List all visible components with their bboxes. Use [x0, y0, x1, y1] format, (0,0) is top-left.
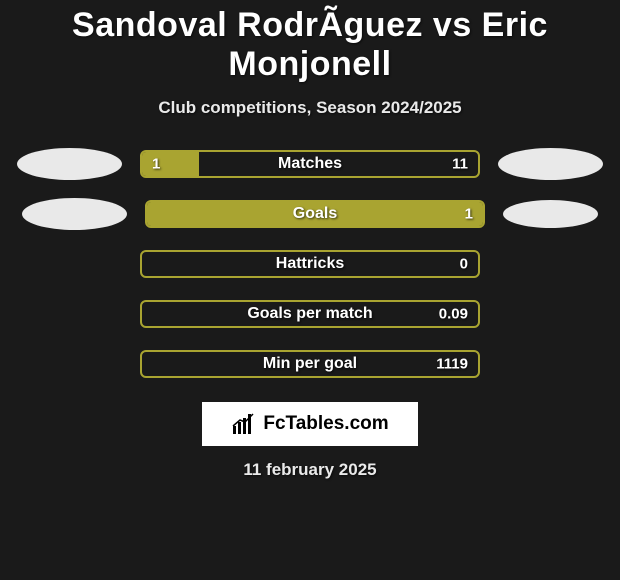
blob-spacer — [17, 298, 122, 330]
stat-bar-label: Hattricks — [276, 255, 344, 273]
player-right-blob — [503, 200, 598, 228]
page-subtitle: Club competitions, Season 2024/2025 — [0, 98, 620, 118]
stat-bar-label: Goals per match — [247, 305, 372, 323]
stat-bar-label: Goals — [293, 205, 337, 223]
stat-bar: Hattricks 0 — [140, 250, 480, 278]
page-title: Sandoval RodrÃ­guez vs Eric Monjonell — [0, 6, 620, 84]
stat-row: Matches111 — [0, 148, 620, 180]
stat-bar-fill — [142, 152, 199, 176]
stat-bar: Goals 1 — [145, 200, 485, 228]
stat-row: Hattricks 0 — [0, 248, 620, 280]
footer-date: 11 february 2025 — [0, 460, 620, 480]
stat-row: Goals per match 0.09 — [0, 298, 620, 330]
stats-list: Matches111Goals1Hattricks0Goals per matc… — [0, 148, 620, 380]
player-left-blob — [22, 198, 127, 230]
stat-right-value: 1 — [465, 206, 473, 223]
blob-spacer — [498, 248, 603, 280]
stat-bar-label: Min per goal — [263, 355, 357, 373]
blob-spacer — [498, 298, 603, 330]
player-left-blob — [17, 148, 122, 180]
blob-spacer — [17, 348, 122, 380]
branding-badge: FcTables.com — [202, 402, 418, 446]
branding-text: FcTables.com — [263, 413, 388, 435]
stat-bar: Min per goal 1119 — [140, 350, 480, 378]
bar-chart-icon — [231, 412, 257, 436]
stat-right-value: 11 — [452, 156, 468, 173]
stat-bar: Goals per match 0.09 — [140, 300, 480, 328]
stat-right-value: 1119 — [436, 356, 468, 373]
stat-bar: Matches111 — [140, 150, 480, 178]
stat-right-value: 0.09 — [439, 306, 468, 323]
blob-spacer — [17, 248, 122, 280]
blob-spacer — [498, 348, 603, 380]
stat-left-value: 1 — [152, 156, 160, 173]
comparison-card: Sandoval RodrÃ­guez vs Eric Monjonell Cl… — [0, 0, 620, 480]
stat-right-value: 0 — [460, 256, 468, 273]
stat-row: Min per goal 1119 — [0, 348, 620, 380]
player-right-blob — [498, 148, 603, 180]
stat-bar-label: Matches — [278, 155, 342, 173]
stat-row: Goals 1 — [0, 198, 620, 230]
